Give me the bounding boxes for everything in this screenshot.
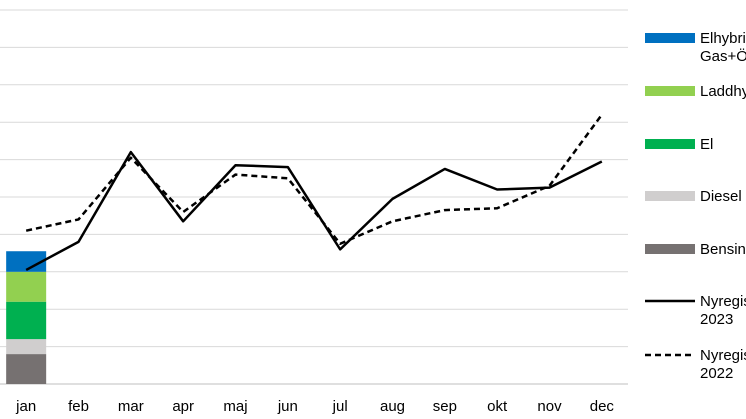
bar-laddhybrid [6,271,47,302]
legend-label: 2023 [700,311,733,328]
x-tick-label: okt [487,398,508,415]
x-tick-label: aug [380,398,405,415]
legend-swatch [645,191,695,201]
legend-label: Diesel [700,188,742,205]
x-tick-label: mar [118,398,144,415]
legend-swatch [645,86,695,96]
legend-label: Gas+Övrigt [700,47,746,65]
series-lines [25,113,603,272]
x-tick-label: apr [172,398,194,415]
x-tick-label: jan [15,398,36,415]
legend-label: Bensin [700,241,746,258]
gridlines [0,9,628,385]
legend-swatch [645,33,695,43]
legend-swatch [645,244,695,254]
legend-swatch [645,139,695,149]
legend-label: Nyregistreringar [700,347,746,364]
x-tick-label: jun [277,398,298,415]
bar-el [6,301,47,340]
stacked-bars [6,251,47,384]
legend-label: Elhybrid [700,30,746,47]
series-line-2022 [25,113,603,245]
bar-elhybrid-gas-vrigt [6,251,47,272]
x-tick-label: sep [433,398,457,415]
x-axis-ticks: jan feb mar apr maj jun jul aug sep okt nov dec [15,398,614,415]
legend-label: El [700,136,713,153]
x-tick-label: jul [332,398,348,415]
legend: ElhybridGas+Övrigt Laddhybrid El Diesel Bens… [645,30,746,382]
bar-diesel [6,339,47,355]
legend-label: Nyregistreringar [700,293,746,310]
legend-label: Laddhybrid [700,83,746,100]
x-tick-label: maj [223,398,247,415]
x-tick-label: feb [68,398,89,415]
legend-label: 2022 [700,365,733,382]
x-tick-label: nov [537,398,562,415]
series-line-2023 [25,150,603,272]
x-tick-label: dec [590,398,615,415]
bar-bensin [6,354,47,384]
